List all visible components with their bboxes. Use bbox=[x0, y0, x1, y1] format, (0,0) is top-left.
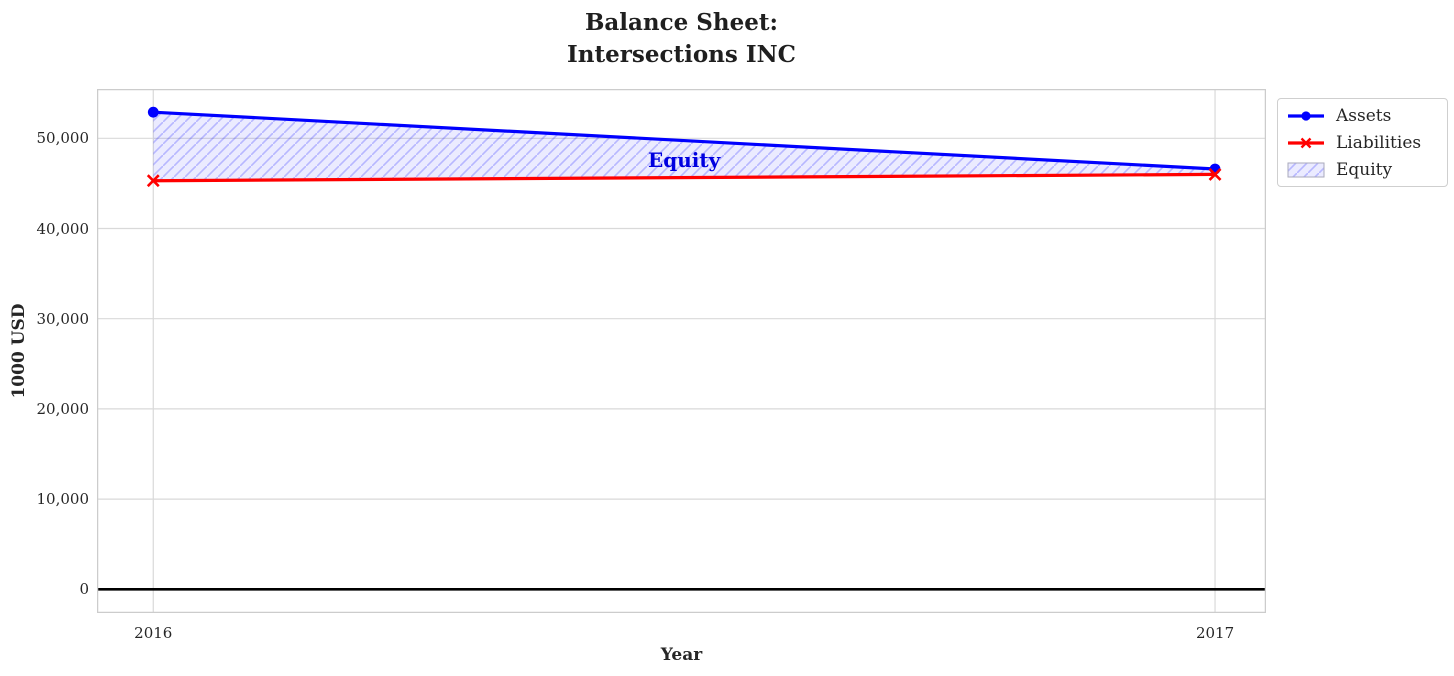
legend-label-equity: Equity bbox=[1336, 159, 1393, 180]
liabilities-marker bbox=[146, 174, 160, 188]
legend-item-equity: Equity bbox=[1286, 156, 1447, 183]
assets-line bbox=[153, 110, 1216, 171]
equity-fill-area bbox=[153, 112, 1216, 181]
x-axis-title: Year bbox=[660, 645, 703, 665]
chart-title: Balance Sheet: Intersections INC bbox=[97, 7, 1266, 71]
equity-annotation: Equity bbox=[648, 148, 722, 172]
legend-item-liabilities: Liabilities bbox=[1286, 129, 1447, 156]
liabilities-marker bbox=[1208, 167, 1222, 181]
y-tick-label: 20,000 bbox=[36, 399, 90, 418]
y-tick-label: 50,000 bbox=[36, 129, 90, 148]
x-tick-label: 2017 bbox=[1195, 624, 1235, 642]
x-tick-label: 2016 bbox=[134, 624, 173, 642]
chart-canvas: Equity bbox=[97, 89, 1266, 613]
y-tick-label: 0 bbox=[79, 580, 89, 599]
legend-label-assets: Assets bbox=[1336, 105, 1392, 126]
y-tick-label: 40,000 bbox=[36, 219, 90, 238]
legend-swatch-equity-patch-icon bbox=[1286, 162, 1326, 178]
legend: Assets Liabilities Equity bbox=[1277, 98, 1448, 187]
y-tick-label: 10,000 bbox=[36, 490, 90, 509]
legend-swatch-liabilities-line-icon bbox=[1286, 135, 1326, 151]
assets-marker bbox=[147, 106, 159, 118]
legend-swatch-assets-line-icon bbox=[1286, 108, 1326, 124]
plot-border bbox=[97, 89, 1266, 613]
legend-item-assets: Assets bbox=[1286, 102, 1447, 129]
chart-title-line2: Intersections INC bbox=[567, 41, 796, 68]
plot-area: Equity bbox=[97, 89, 1266, 613]
liabilities-line bbox=[153, 172, 1216, 183]
y-tick-label: 30,000 bbox=[36, 309, 90, 328]
chart-title-line1: Balance Sheet: bbox=[584, 9, 779, 36]
legend-label-liabilities: Liabilities bbox=[1336, 132, 1422, 153]
